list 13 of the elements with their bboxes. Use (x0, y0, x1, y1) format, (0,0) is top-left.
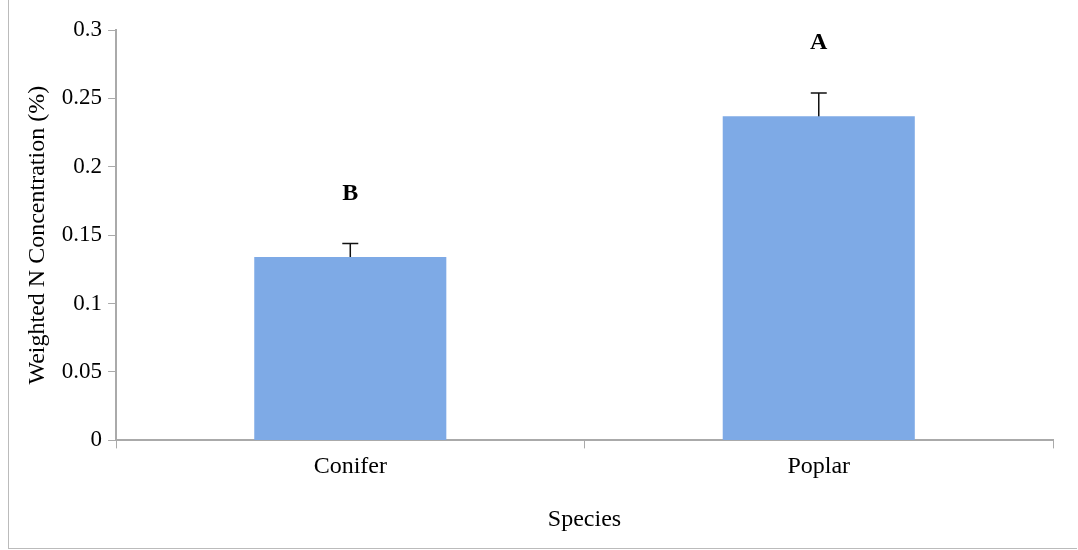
y-tick-label: 0.15 (61, 221, 103, 247)
x-tick-label: Poplar (787, 452, 851, 479)
y-tick-label: 0.25 (61, 84, 103, 110)
y-tick-label: 0 (90, 426, 103, 452)
y-tick-label: 0.1 (73, 289, 103, 315)
y-tick-label: 0.2 (73, 152, 103, 178)
annotation: A (810, 28, 829, 55)
y-axis-title: Weighted N Concentration (%) (22, 85, 49, 385)
y-tick-label: 0.3 (73, 16, 103, 42)
annotation: B (342, 178, 359, 205)
x-tick-label: Conifer (313, 452, 387, 479)
y-tick-label: 0.05 (61, 358, 103, 384)
x-axis-title: Species (547, 504, 622, 531)
